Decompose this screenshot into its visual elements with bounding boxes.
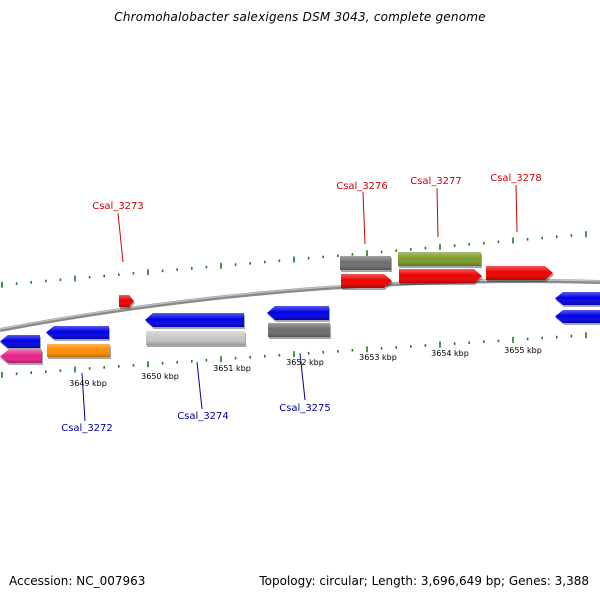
feature-Csal_3272-cds[interactable] (47, 344, 111, 359)
map-title: Chromohalobacter salexigens DSM 3043, co… (114, 10, 486, 24)
feature-Csal_3275[interactable] (267, 306, 330, 322)
gene-label-forward[interactable]: Csal_3273 (92, 201, 144, 212)
feature-blue-right-1[interactable] (555, 292, 600, 307)
feature-shading (486, 266, 553, 280)
feature-Csal_3275-cds[interactable] (268, 323, 331, 339)
scale-label: 3651 kbp (213, 364, 251, 373)
feature-Csal_3273[interactable] (119, 295, 135, 309)
feature-blue-right-2[interactable] (555, 310, 600, 325)
feature-shading (341, 274, 392, 288)
feature-blue-left[interactable] (0, 335, 41, 350)
gene-label-forward[interactable]: Csal_3276 (336, 181, 388, 192)
accession-text: Accession: NC_007963 (9, 574, 146, 588)
feature-shading (340, 256, 391, 270)
scale-label: 3654 kbp (431, 349, 469, 358)
inner-tick-ring (1, 332, 587, 378)
feature-Csal_3272[interactable] (46, 326, 110, 341)
scale-label: 3652 kbp (286, 358, 324, 367)
feature-Csal_3277[interactable] (398, 252, 482, 268)
leader-csal-3272 (81, 372, 86, 422)
feature-shading (46, 326, 109, 339)
genome-backbone (0, 279, 600, 332)
feature-Csal_3274[interactable] (145, 313, 245, 329)
feature-shading (399, 269, 482, 283)
leader-csal-3277 (436, 187, 439, 238)
feature-shading (146, 331, 245, 345)
genome-backbone-highlight (0, 279, 600, 330)
feature-shading (268, 323, 330, 337)
gene-label-reverse[interactable]: Csal_3272 (61, 423, 113, 434)
gene-label-forward[interactable]: Csal_3278 (490, 173, 542, 184)
scale-labels: 3649 kbp 3650 kbp 3651 kbp 3652 kbp 3653… (69, 346, 542, 388)
scale-label: 3655 kbp (504, 346, 542, 355)
outer-tick-ring (1, 231, 587, 288)
feature-shading (47, 344, 110, 357)
feature-shading (555, 310, 600, 323)
feature-Csal_3274-cds[interactable] (146, 331, 246, 347)
gene-label-reverse[interactable]: Csal_3274 (177, 411, 229, 422)
feature-shading (119, 295, 134, 307)
feature-Csal_3276[interactable] (340, 256, 392, 272)
feature-shading (267, 306, 329, 320)
feature-shading (555, 292, 600, 305)
feature-shading (145, 313, 244, 327)
feature-Csal_3276-cds[interactable] (341, 274, 393, 290)
feature-shading (0, 350, 42, 363)
leader-csal-3273 (117, 212, 124, 263)
feature-shading (398, 252, 481, 266)
leader-csal-3275 (299, 352, 306, 401)
gene-label-forward[interactable]: Csal_3277 (410, 176, 462, 187)
leader-csal-3276 (362, 191, 366, 245)
scale-label: 3653 kbp (359, 353, 397, 362)
scale-label: 3650 kbp (141, 372, 179, 381)
leader-csal-3274 (196, 361, 203, 410)
label-leaders (81, 184, 518, 422)
scale-label: 3649 kbp (69, 379, 107, 388)
leader-csal-3278 (515, 184, 518, 233)
feature-shading (0, 335, 40, 348)
genome-summary-text: Topology: circular; Length: 3,696,649 bp… (259, 574, 589, 588)
gene-labels: Csal_3273 Csal_3276 Csal_3277 Csal_3278 … (61, 173, 542, 434)
feature-Csal_3278[interactable] (486, 266, 554, 282)
feature-pink-left[interactable] (0, 350, 43, 365)
gene-label-reverse[interactable]: Csal_3275 (279, 403, 331, 414)
feature-Csal_3277-cds[interactable] (399, 269, 483, 285)
feature-track (0, 252, 600, 365)
